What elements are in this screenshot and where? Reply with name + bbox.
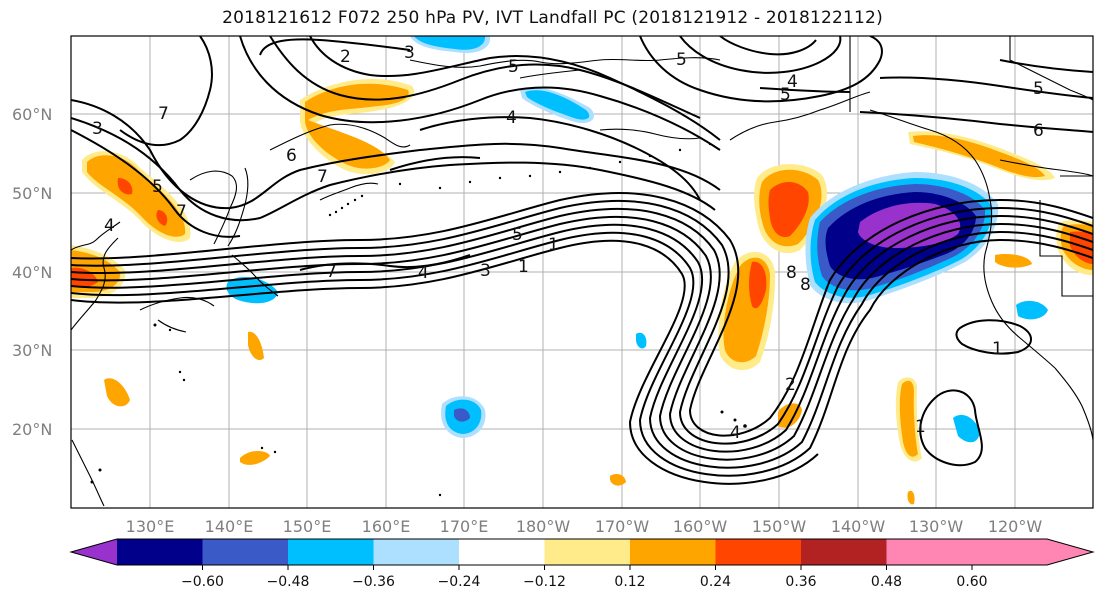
contour-label: 3 (404, 43, 415, 63)
latitude-label: 20°N (12, 420, 52, 439)
longitude-label: 130°E (126, 517, 175, 536)
longitude-label: 160°E (362, 517, 411, 536)
latitude-labels: 60°N 50°N 40°N 30°N 20°N (12, 105, 52, 439)
latitude-label: 30°N (12, 341, 52, 360)
colorbar-swatch (544, 539, 630, 565)
contour-label: 6 (286, 146, 297, 166)
colorbar-tick-label: −0.36 (352, 574, 395, 590)
contour-label: 3 (92, 119, 103, 139)
colorbar-extend-high (886, 539, 1093, 565)
colorbar-swatch (202, 539, 288, 565)
contour-label: 5 (508, 57, 519, 77)
contour-label: 7 (317, 167, 328, 187)
contour-label: 1 (548, 235, 559, 255)
contour-label: 8 (800, 275, 811, 295)
longitude-label: 130°W (909, 517, 964, 536)
colorbar-swatch (459, 539, 545, 565)
contour-labels: 2 3 5 4 5 4 5 5 6 3 7 6 7 5 4 7 7 4 3 1 (92, 43, 1044, 443)
colorbar-tick-label: −0.48 (267, 574, 310, 590)
latitude-label: 50°N (12, 184, 52, 203)
colorbar-swatch (715, 539, 801, 565)
contour-label: 1 (915, 417, 926, 437)
longitude-label: 180°W (516, 517, 571, 536)
latitude-label: 60°N (12, 105, 52, 124)
contour-label: 5 (780, 85, 791, 105)
contour-label: 2 (785, 375, 796, 395)
longitude-label: 120°W (988, 517, 1043, 536)
contour-label: 5 (512, 225, 523, 245)
contour-label: 8 (786, 263, 797, 283)
positive-anomaly-shading (71, 78, 1093, 505)
colorbar-tick-label: 0.12 (614, 574, 645, 590)
colorbar-tick-label: 0.36 (785, 574, 816, 590)
colorbar-swatch (117, 539, 203, 565)
latitude-label: 40°N (12, 263, 52, 282)
contour-label: 7 (326, 262, 337, 282)
longitude-label: 170°W (595, 517, 650, 536)
colorbar-tick-label: 0.48 (871, 574, 902, 590)
contour-label: 4 (506, 108, 517, 128)
contour-label: 2 (340, 47, 351, 67)
contour-label: 7 (176, 202, 187, 222)
contour-label: 3 (480, 261, 491, 281)
longitude-label: 150°W (752, 517, 807, 536)
colorbar-swatch (801, 539, 887, 565)
map-title: 2018121612 F072 250 hPa PV, IVT Landfall… (222, 8, 883, 28)
longitude-label: 160°W (673, 517, 728, 536)
longitude-label: 140°E (205, 517, 254, 536)
colorbar-tick-label: −0.60 (181, 574, 224, 590)
colorbar-tick-label: 0.24 (700, 574, 731, 590)
colorbar: −0.60 −0.48 −0.36 −0.24 −0.12 0.12 0.24 … (69, 538, 1095, 590)
contour-label: 5 (676, 50, 687, 70)
contour-label: 4 (104, 216, 115, 236)
colorbar-extend-low (71, 539, 117, 565)
longitude-label: 150°E (283, 517, 332, 536)
colorbar-outline (69, 538, 1095, 566)
colorbar-tick-label: −0.12 (523, 574, 566, 590)
contour-label: 5 (1033, 79, 1044, 99)
longitude-labels: 130°E 140°E 150°E 160°E 170°E 180°W 170°… (126, 517, 1043, 536)
contour-label: 4 (730, 423, 741, 443)
colorbar-ticks (202, 565, 973, 570)
islands (90, 142, 747, 497)
colorbar-swatch (373, 539, 459, 565)
contour-label: 1 (992, 339, 1003, 359)
longitude-label: 170°E (440, 517, 489, 536)
contour-label: 7 (158, 104, 169, 124)
colorbar-swatch (630, 539, 716, 565)
map-panel: 2 3 5 4 5 4 5 5 6 3 7 6 7 5 4 7 7 4 3 1 (70, 35, 1094, 509)
contour-label: 4 (787, 72, 798, 92)
pv-contours (71, 36, 1093, 485)
longitude-label: 140°W (831, 517, 886, 536)
contour-label: 6 (1033, 121, 1044, 141)
contour-label: 5 (152, 177, 163, 197)
contour-label: 1 (518, 257, 529, 277)
contour-label: 4 (418, 263, 429, 283)
colorbar-tick-label: −0.24 (438, 574, 481, 590)
colorbar-tick-label: 0.60 (956, 574, 987, 590)
colorbar-swatch (288, 539, 374, 565)
